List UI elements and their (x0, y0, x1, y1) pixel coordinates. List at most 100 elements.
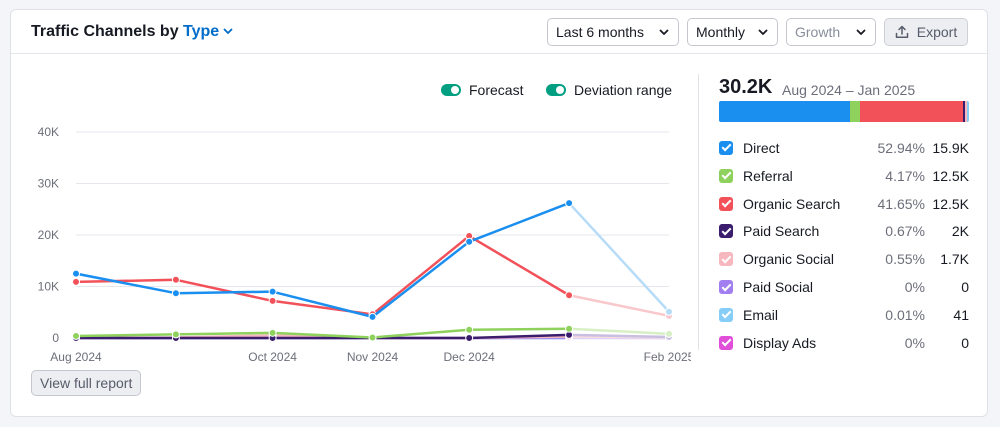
channel-checkbox[interactable] (719, 168, 733, 183)
channel-share-bar (719, 101, 969, 122)
channel-row[interactable]: Direct 52.94% 15.9K (719, 134, 969, 162)
x-tick-label: Feb 2025 (644, 350, 691, 364)
channel-name: Paid Social (743, 279, 814, 296)
series-line (75, 201, 570, 319)
series-line (75, 234, 570, 316)
deviation-toggle-label: Deviation range (574, 82, 673, 98)
chevron-down-icon (659, 29, 669, 35)
widget-title: Traffic Channels by Type (31, 23, 234, 41)
channel-row[interactable]: Email 0.01% 41 (719, 301, 969, 329)
channel-name: Organic Search (743, 195, 841, 212)
channel-value: 12.5K (932, 195, 969, 212)
date-range-label: Aug 2024 – Jan 2025 (782, 82, 916, 98)
channel-name: Paid Search (743, 223, 820, 240)
export-label: Export (916, 24, 958, 40)
channel-share: 0% (904, 334, 925, 351)
type-label[interactable]: Type (183, 23, 220, 40)
upload-icon (895, 25, 909, 38)
y-tick-label: 30K (38, 177, 59, 191)
channel-name: Organic Social (743, 251, 835, 268)
channel-name: Display Ads (743, 334, 817, 351)
toggle-switch[interactable] (546, 84, 566, 96)
export-button[interactable]: Export (884, 18, 968, 46)
channel-row[interactable]: Organic Search 41.65% 12.5K (719, 190, 969, 218)
channel-share: 0% (904, 279, 925, 296)
forecast-line (568, 202, 670, 313)
data-point[interactable] (171, 330, 180, 339)
data-point[interactable] (665, 307, 673, 316)
traffic-channels-widget: Traffic Channels by Type Last 6 months M… (10, 9, 988, 417)
data-point[interactable] (72, 269, 80, 278)
channel-row[interactable]: Paid Search 0.67% 2K (719, 218, 969, 246)
metric-select[interactable]: Growth (786, 18, 876, 46)
channel-value: 41 (953, 306, 969, 323)
channel-share: 52.94% (877, 139, 925, 156)
data-point[interactable] (268, 328, 277, 337)
data-point[interactable] (665, 329, 673, 338)
data-point[interactable] (368, 333, 377, 342)
data-point[interactable] (465, 237, 474, 246)
metric-select-value: Growth (795, 24, 841, 40)
data-point[interactable] (368, 312, 377, 321)
share-segment (963, 101, 965, 122)
share-segment (849, 101, 861, 122)
y-tick-label: 40K (38, 125, 59, 139)
traffic-line-chart: 40K 30K 20K 10K 0 Aug 2024 Oct 2024 Nov 2024 De… (38, 125, 691, 364)
interval-select[interactable]: Monthly (687, 18, 778, 46)
view-full-report-button[interactable]: View full report (31, 370, 142, 396)
deviation-range-toggle[interactable]: Deviation range (546, 82, 672, 98)
channel-share: 0.67% (885, 223, 925, 240)
data-point[interactable] (465, 334, 474, 342)
chevron-down-icon (223, 28, 233, 34)
type-selector[interactable]: Type (183, 23, 234, 40)
forecast-line (569, 333, 670, 339)
channel-value: 0 (961, 279, 969, 296)
period-select-value: Last 6 months (556, 24, 644, 40)
channel-share: 41.65% (877, 195, 925, 212)
channel-checkbox[interactable] (719, 196, 733, 211)
channel-row[interactable]: Display Ads 0% 0 (719, 329, 969, 357)
data-point[interactable] (268, 296, 277, 305)
total-traffic-value: 30.2K (719, 76, 773, 98)
channel-value: 15.9K (932, 139, 969, 156)
channel-checkbox[interactable] (719, 224, 733, 239)
chart-gridlines (76, 131, 669, 339)
data-point[interactable] (171, 289, 180, 298)
forecast-line (568, 294, 670, 318)
data-point[interactable] (72, 331, 80, 340)
channel-row[interactable]: Referral 4.17% 12.5K (719, 162, 969, 190)
x-tick-label: Nov 2024 (347, 350, 399, 364)
forecast-toggle[interactable]: Forecast (441, 82, 523, 98)
x-axis: Aug 2024 Oct 2024 Nov 2024 Dec 2024 Feb 2025 (50, 350, 691, 364)
channel-value: 12.5K (932, 167, 969, 184)
period-select[interactable]: Last 6 months (547, 18, 679, 46)
channel-row[interactable]: Paid Social 0% 0 (719, 273, 969, 301)
data-point[interactable] (171, 275, 180, 284)
panel-divider (698, 74, 699, 350)
share-segment (967, 101, 969, 122)
data-point[interactable] (565, 324, 574, 333)
data-point[interactable] (72, 277, 80, 286)
y-tick-label: 10K (38, 280, 59, 294)
channel-value: 2K (951, 223, 969, 240)
channel-checkbox[interactable] (719, 252, 733, 267)
chevron-down-icon (758, 29, 768, 35)
series-line (75, 327, 570, 339)
forecast-toggle-label: Forecast (469, 82, 524, 98)
channel-name: Email (743, 306, 779, 323)
channel-share: 4.17% (885, 167, 925, 184)
channel-row[interactable]: Organic Social 0.55% 1.7K (719, 245, 969, 273)
widget-header: Traffic Channels by Type Last 6 months M… (11, 10, 987, 54)
channel-checkbox[interactable] (719, 140, 733, 155)
channel-checkbox[interactable] (719, 307, 733, 322)
data-point[interactable] (268, 287, 277, 296)
data-point[interactable] (565, 291, 574, 300)
data-point[interactable] (565, 199, 574, 208)
channel-checkbox[interactable] (719, 335, 733, 350)
channel-name: Direct (743, 139, 780, 156)
toggle-switch[interactable] (441, 84, 461, 96)
channel-checkbox[interactable] (719, 280, 733, 295)
channel-list: Direct 52.94% 15.9K Referral 4.17% 12.5K Organ… (719, 134, 969, 357)
data-point[interactable] (465, 325, 474, 334)
chevron-down-icon (856, 29, 866, 35)
